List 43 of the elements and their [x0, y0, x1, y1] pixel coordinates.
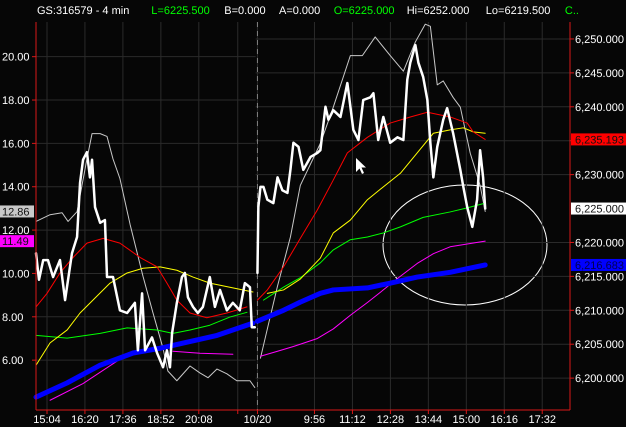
- y2-tick-label: 6,220.000: [575, 237, 624, 250]
- y-tick-label: 6.00: [2, 355, 24, 368]
- y2-tick-label: 6,250.000: [575, 34, 624, 46]
- y-tick-label: 12.86: [2, 206, 30, 218]
- x-tick-label: 11:12: [339, 414, 366, 426]
- y-tick-label: 12.00: [2, 225, 30, 238]
- y2-tick-label: 6,210.000: [575, 305, 624, 318]
- y2-tick-label: 6,240.000: [575, 102, 624, 114]
- text: A=0.000: [279, 5, 320, 17]
- text: B=0.000: [224, 5, 266, 17]
- y-tick-label: 10.00: [2, 268, 30, 280]
- y2-tick-label: 6,216.683: [575, 260, 624, 272]
- y2-tick-label: 6,235.193: [575, 134, 624, 146]
- x-tick-label: 10/20: [244, 414, 272, 426]
- y2-tick-label: 6,230.000: [575, 170, 624, 182]
- y2-tick-label: 6,225.000: [575, 204, 624, 216]
- y2-tick-label: 6,245.000: [575, 68, 624, 80]
- x-tick-label: 15:00: [452, 414, 480, 426]
- y-tick-label: 18.00: [2, 95, 30, 108]
- x-tick-label: 16:16: [490, 414, 518, 426]
- y-tick-label: 11.49: [2, 236, 29, 248]
- x-tick-label: 18:52: [147, 414, 175, 426]
- x-tick-label: 12:28: [376, 414, 404, 426]
- x-tick-label: 9:56: [304, 414, 326, 426]
- x-tick-label: 16:20: [71, 414, 99, 426]
- chart-title: GS:316579 - 4 min: [37, 5, 130, 17]
- x-tick-label: 20:08: [185, 414, 213, 426]
- x-tick-label: 17:36: [109, 414, 137, 426]
- x-tick-label: 15:04: [33, 414, 61, 426]
- text: C..: [564, 5, 579, 17]
- y-tick-label: 16.00: [2, 138, 30, 150]
- text: L=6225.500: [151, 5, 210, 17]
- x-tick-label: 13:44: [414, 414, 442, 426]
- text: Hi=6252.000: [406, 5, 470, 17]
- y2-tick-label: 6,200.000: [575, 373, 624, 386]
- y-tick-label: 14.00: [2, 182, 30, 194]
- y2-tick-label: 6,205.000: [575, 339, 624, 352]
- y-tick-label: 8.00: [2, 312, 24, 324]
- text: O=6225.000: [334, 5, 395, 17]
- x-tick-label: 17:32: [528, 414, 556, 426]
- y-tick-label: 20.00: [2, 52, 30, 64]
- text: Lo=6219.500: [486, 5, 550, 17]
- y2-tick-label: 6,215.000: [575, 271, 624, 284]
